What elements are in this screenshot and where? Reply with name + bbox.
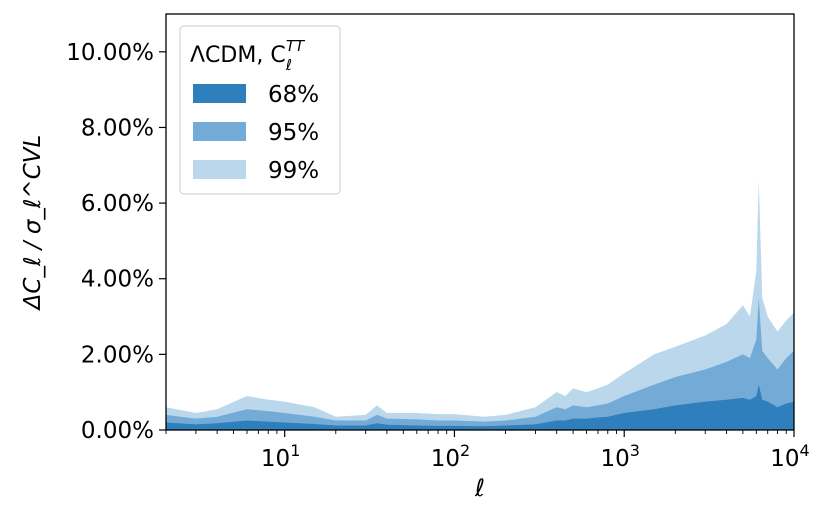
x-tick-label: 103 <box>600 441 639 472</box>
y-tick-label: 10.00% <box>66 40 154 66</box>
y-tick-label: 8.00% <box>81 115 154 141</box>
y-tick-label: 4.00% <box>81 267 154 293</box>
legend-title: ΛCDM, CℓTT <box>190 37 306 74</box>
legend: ΛCDM, CℓTT 68% 95% 99% <box>179 25 341 195</box>
legend-box <box>179 25 341 195</box>
legend-swatch-95 <box>193 122 246 141</box>
legend-label-95: 95% <box>268 120 319 146</box>
plot-frame <box>165 13 795 431</box>
y-tick-label: 0.00% <box>81 418 154 444</box>
x-tick-label: 102 <box>431 441 470 472</box>
y-tick-label: 2.00% <box>81 342 154 368</box>
legend-swatch-99 <box>193 160 246 179</box>
band-68-area <box>166 384 794 430</box>
y-axis-ticks: 0.00% 2.00% 4.00% 6.00% 8.00% 10.00% <box>66 40 166 444</box>
band-99-area <box>166 180 794 430</box>
y-axis-label: ΔC_ℓ / σ_ℓ^CVL <box>20 135 46 312</box>
legend-label-99: 99% <box>268 158 319 184</box>
x-axis-ticks: 101 102 103 104 <box>165 430 810 472</box>
band-areas <box>166 180 794 430</box>
band-95-area <box>166 297 794 430</box>
x-tick-label: 101 <box>261 441 300 472</box>
legend-title-sub: ℓ <box>285 56 292 74</box>
x-tick-label: 104 <box>770 441 809 472</box>
legend-label-68: 68% <box>268 82 319 108</box>
legend-swatch-68 <box>193 84 246 103</box>
x-axis-label: ℓ <box>474 474 485 502</box>
legend-title-main: ΛCDM, C <box>190 43 286 68</box>
legend-title-sup: TT <box>286 37 306 55</box>
y-tick-label: 6.00% <box>81 191 154 217</box>
